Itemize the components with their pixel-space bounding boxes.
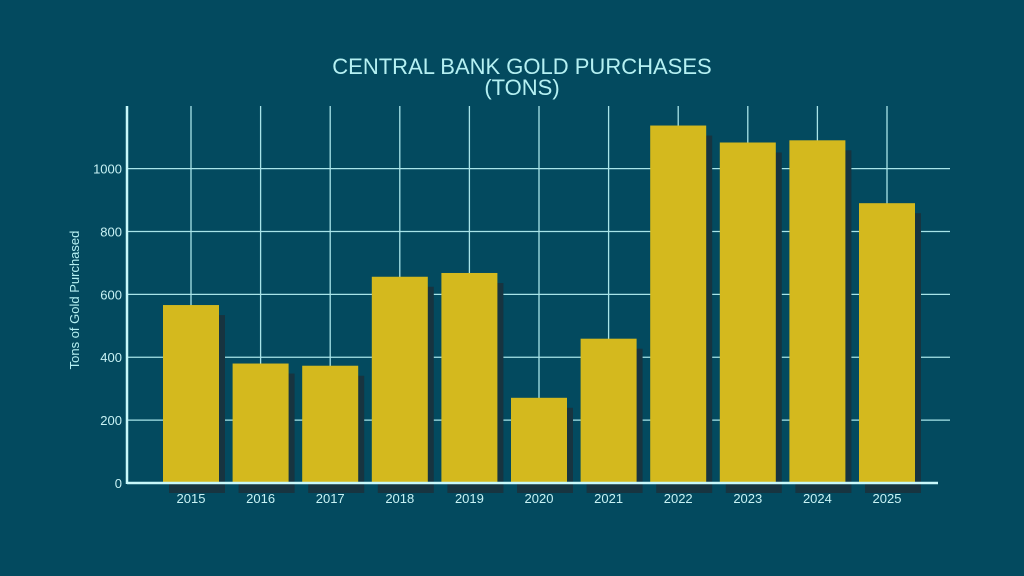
x-tick-label: 2024 [803, 491, 832, 506]
y-tick-label: 1000 [93, 162, 122, 177]
bar-2016 [232, 363, 289, 483]
bars [163, 125, 915, 484]
bar-2020 [511, 397, 567, 483]
y-tick-label: 600 [100, 287, 122, 302]
x-tick-labels: 2015 2016 2017 2018 2019 2020 2021 2022 2023 2024… [177, 491, 902, 506]
x-tick-label: 2021 [594, 491, 623, 506]
x-tick-label: 2015 [177, 491, 206, 506]
axes [125, 106, 938, 485]
x-tick-label: 2019 [455, 491, 484, 506]
y-tick-labels: 0 200 400 600 800 1000 [93, 162, 122, 491]
y-tick-label: 0 [115, 476, 122, 491]
x-tick-label: 2025 [873, 491, 902, 506]
x-tick-label: 2017 [316, 491, 345, 506]
bar-2019 [441, 272, 498, 483]
chart-title: CENTRAL BANK GOLD PURCHASES [332, 54, 711, 79]
bar-2023 [719, 142, 776, 483]
y-axis-label: Tons of Gold Purchased [67, 231, 82, 370]
chart-subtitle: (TONS) [484, 75, 559, 100]
x-tick-label: 2022 [664, 491, 693, 506]
x-tick-label: 2016 [246, 491, 275, 506]
x-tick-label: 2020 [525, 491, 554, 506]
bar-2017 [302, 365, 359, 483]
x-tick-label: 2018 [385, 491, 414, 506]
bar-2024 [789, 140, 846, 483]
y-tick-label: 200 [100, 413, 122, 428]
bar-2021 [580, 338, 637, 483]
bar-2015 [163, 305, 219, 483]
y-tick-label: 400 [100, 350, 122, 365]
y-tick-label: 800 [100, 224, 122, 239]
x-tick-label: 2023 [733, 491, 762, 506]
bar-2022 [650, 125, 707, 484]
bar-2018 [371, 276, 428, 483]
bar-2025 [859, 203, 915, 483]
